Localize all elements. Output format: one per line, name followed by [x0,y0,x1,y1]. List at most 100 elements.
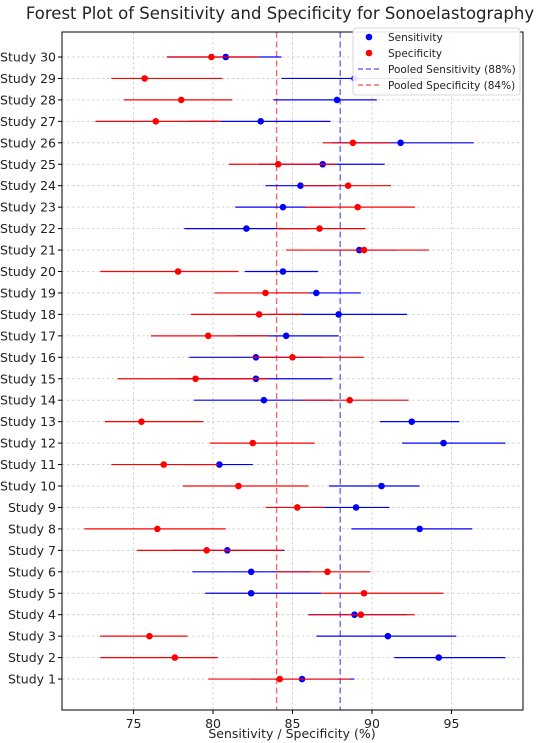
specificity-point [160,461,168,468]
y-tick-label: Study 20 [0,264,56,279]
specificity-point [152,118,160,125]
y-tick-label: Study 14 [0,393,56,408]
legend-sensitivity-marker [365,33,373,41]
y-tick-label: Study 26 [0,135,56,150]
x-tick-label: 80 [205,716,221,731]
specificity-point [360,589,368,597]
specificity-point [354,203,361,211]
sensitivity-point [435,654,443,661]
specificity-point [324,568,331,576]
legend-pooled-specificity-label: Pooled Specificity (84%) [388,80,515,92]
specificity-point [276,675,284,683]
y-tick-label: Study 16 [0,350,56,365]
sensitivity-point [313,289,320,297]
specificity-point [293,504,301,511]
specificity-point [146,632,153,640]
sensitivity-point [260,396,268,404]
legend-specificity-marker [365,49,373,57]
x-tick-label: 90 [364,716,380,731]
sensitivity-point [416,525,423,533]
sensitivity-point [408,418,416,425]
legend-pooled-sensitivity-label: Pooled Sensitivity (88%) [388,64,516,76]
y-tick-label: Study 27 [0,114,56,129]
y-tick-label: Study 3 [8,629,56,644]
specificity-point [249,439,257,447]
specificity-point [138,418,145,425]
specificity-point [177,96,185,104]
sensitivity-point [247,589,255,597]
y-tick-label: Study 21 [0,243,56,258]
sensitivity-point [352,504,360,511]
x-tick-label: 95 [444,716,460,731]
y-tick-label: Study 28 [0,92,56,107]
y-tick-label: Study 4 [8,607,56,622]
specificity-point [316,225,323,232]
sensitivity-point [216,461,223,468]
sensitivity-point [243,225,250,232]
y-tick-label: Study 24 [0,178,56,193]
y-tick-label: Study 9 [8,500,56,515]
specificity-point [171,654,179,661]
specificity-point [192,375,199,383]
sensitivity-point [397,139,404,147]
specificity-point [141,75,148,82]
y-tick-label: Study 22 [0,221,56,236]
legend: Sensitivity Specificity Pooled Sensitivi… [352,27,521,96]
sensitivity-point [297,182,304,189]
specificity-point [255,311,263,318]
specificity-point [208,53,215,61]
y-tick-label: Study 7 [8,543,56,558]
y-tick-label: Study 6 [8,564,56,579]
specificity-point [203,547,210,554]
legend-specificity-label: Specificity [388,48,442,60]
legend-box [352,27,521,96]
chart-title: Forest Plot of Sensitivity and Specifici… [26,4,534,23]
specificity-point [289,354,296,361]
x-axis-label: Sensitivity / Specificity (%) [208,726,375,741]
specificity-point [154,525,161,533]
y-tick-label: Study 30 [0,50,56,65]
specificity-point [360,246,368,254]
y-tick-label: Study 23 [0,200,56,215]
specificity-point [344,182,352,189]
grid-lines [62,32,523,710]
y-tick-label: Study 19 [0,285,56,300]
sensitivity-point [247,568,255,576]
y-tick-label: Study 2 [8,650,56,665]
specificity-point [357,611,365,618]
x-axis-ticks: 75 80 85 90 95 [126,710,460,731]
y-tick-label: Study 1 [8,672,56,687]
y-tick-label: Study 10 [0,479,56,494]
y-tick-label: Study 13 [0,414,56,429]
specificity-point [349,139,357,147]
specificity-point [235,482,242,490]
reference-lines [275,32,341,710]
y-tick-label: Study 17 [0,328,56,343]
specificity-point [204,332,212,340]
y-tick-label: Study 18 [0,307,56,322]
y-tick-label: Study 8 [8,521,56,536]
sensitivity-point [335,311,342,318]
sensitivity-point [333,96,341,104]
data-series [84,53,506,683]
sensitivity-point [279,268,287,275]
sensitivity-point [279,203,287,211]
specificity-point [174,268,182,275]
x-tick-label: 75 [126,716,142,731]
y-tick-label: Study 15 [0,371,56,386]
legend-sensitivity-label: Sensitivity [388,32,443,44]
sensitivity-point [282,332,290,340]
y-tick-label: Study 12 [0,436,56,451]
y-axis-ticks: Study 1 Study 2 Study 3 Study 4 Study 5 Study… [0,50,62,687]
specificity-point [274,160,282,168]
sensitivity-point [440,439,447,447]
y-tick-label: Study 29 [0,71,56,86]
x-tick-label: 85 [285,716,301,731]
sensitivity-point [378,482,385,490]
sensitivity-point [384,632,392,640]
y-tick-label: Study 5 [8,586,56,601]
sensitivity-point [257,118,265,125]
specificity-point [262,289,269,297]
y-tick-label: Study 11 [0,457,56,472]
